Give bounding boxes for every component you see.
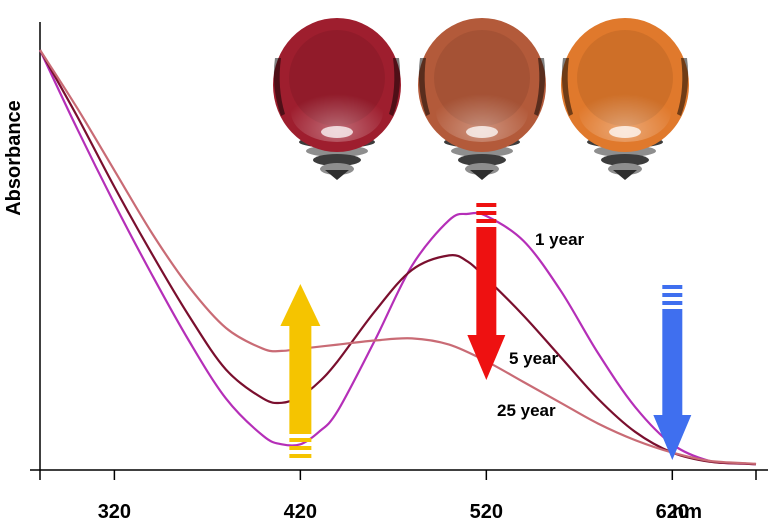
sample-highlight — [321, 126, 353, 138]
series-labels: 1 year 5 year 25 year — [497, 230, 585, 420]
sample-base-tip — [613, 170, 637, 180]
arrow-shaft — [662, 309, 683, 415]
wine-sample-1 — [273, 18, 401, 180]
y-axis-title: Absorbance — [3, 100, 25, 216]
arrow-tail-dash — [662, 301, 683, 305]
arrow-head — [280, 284, 321, 326]
x-tick-labels: 320 420 520 620 — [98, 501, 689, 523]
arrow-tail-dash — [289, 446, 312, 450]
series-label: 25 year — [497, 401, 556, 420]
change-arrows — [280, 203, 692, 460]
change-arrow-down — [653, 285, 692, 460]
sample-base-ring — [601, 154, 649, 166]
sample-side-mark — [534, 58, 546, 116]
arrow-tail-dash — [476, 211, 497, 215]
x-ticks — [39, 470, 757, 480]
x-tick-label: 420 — [284, 501, 317, 523]
x-tick-label: 520 — [470, 501, 503, 523]
arrow-tail-dash — [476, 203, 497, 207]
arrow-tail-dash — [289, 454, 312, 458]
series-line-2 — [39, 49, 757, 466]
sample-bulb-shine — [291, 82, 383, 142]
arrow-head — [467, 335, 506, 380]
sample-bulb-shine — [579, 82, 671, 142]
spectra-lines — [39, 49, 757, 466]
sample-side-mark — [273, 58, 285, 116]
series-line-3 — [39, 49, 757, 465]
sample-highlight — [609, 126, 641, 138]
arrow-shaft — [289, 326, 312, 434]
sample-base-tip — [325, 170, 349, 180]
sample-side-mark — [418, 58, 430, 116]
change-arrow-up — [280, 284, 321, 458]
series-label: 1 year — [535, 230, 585, 249]
sample-highlight — [466, 126, 498, 138]
series-line-1 — [39, 49, 757, 466]
wine-sample-3 — [561, 18, 689, 180]
arrow-tail-dash — [289, 438, 312, 442]
sample-bulb-shine — [436, 82, 528, 142]
x-unit-label: nm — [672, 501, 702, 523]
sample-base-tip — [470, 170, 494, 180]
x-tick-label: 620 — [656, 501, 689, 523]
arrow-tail-dash — [476, 219, 497, 223]
change-arrow-down — [467, 203, 506, 380]
sample-side-mark — [561, 58, 573, 116]
x-tick-label: 320 — [98, 501, 131, 523]
sample-side-mark — [389, 58, 401, 116]
arrow-tail-dash — [662, 293, 683, 297]
wine-sample-2 — [418, 18, 546, 180]
series-label: 5 year — [509, 349, 559, 368]
arrow-tail-dash — [662, 285, 683, 289]
sample-base-ring — [313, 154, 361, 166]
sample-base-ring — [458, 154, 506, 166]
sample-side-mark — [677, 58, 689, 116]
arrow-head — [653, 415, 692, 460]
wine-sample-illustrations — [273, 18, 689, 180]
arrow-shaft — [476, 227, 497, 335]
